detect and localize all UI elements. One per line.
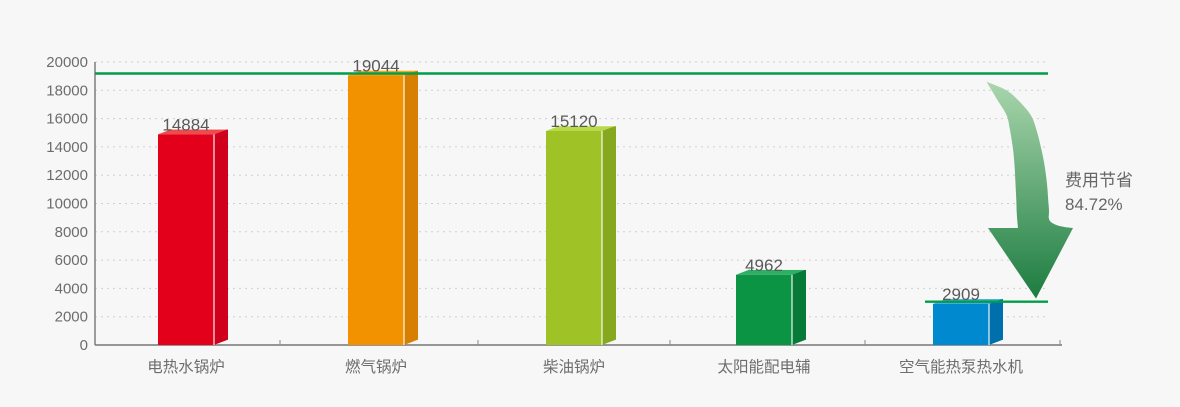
svg-text:16000: 16000 [46, 111, 88, 128]
svg-text:12000: 12000 [46, 167, 88, 184]
svg-text:费用节省: 费用节省 [1065, 171, 1133, 190]
svg-text:0: 0 [80, 337, 88, 354]
svg-text:燃气锅炉: 燃气锅炉 [345, 358, 407, 376]
svg-text:14000: 14000 [46, 139, 88, 156]
svg-text:柴油锅炉: 柴油锅炉 [543, 358, 605, 376]
svg-text:4000: 4000 [55, 280, 88, 297]
svg-text:4962: 4962 [745, 256, 783, 275]
svg-text:15120: 15120 [550, 112, 597, 131]
svg-text:2909: 2909 [942, 285, 980, 304]
svg-text:电热水锅炉: 电热水锅炉 [147, 358, 225, 376]
svg-text:8000: 8000 [55, 224, 88, 241]
svg-text:14884: 14884 [162, 115, 209, 134]
svg-text:空气能热泵热水机: 空气能热泵热水机 [899, 358, 1024, 376]
svg-text:2000: 2000 [55, 309, 88, 326]
svg-text:6000: 6000 [55, 252, 88, 269]
svg-text:19044: 19044 [352, 57, 399, 76]
svg-text:10000: 10000 [46, 196, 88, 213]
svg-text:太阳能配电辅: 太阳能配电辅 [717, 358, 810, 376]
svg-text:84.72%: 84.72% [1065, 195, 1123, 214]
svg-text:20000: 20000 [46, 54, 88, 71]
svg-text:18000: 18000 [46, 82, 88, 99]
